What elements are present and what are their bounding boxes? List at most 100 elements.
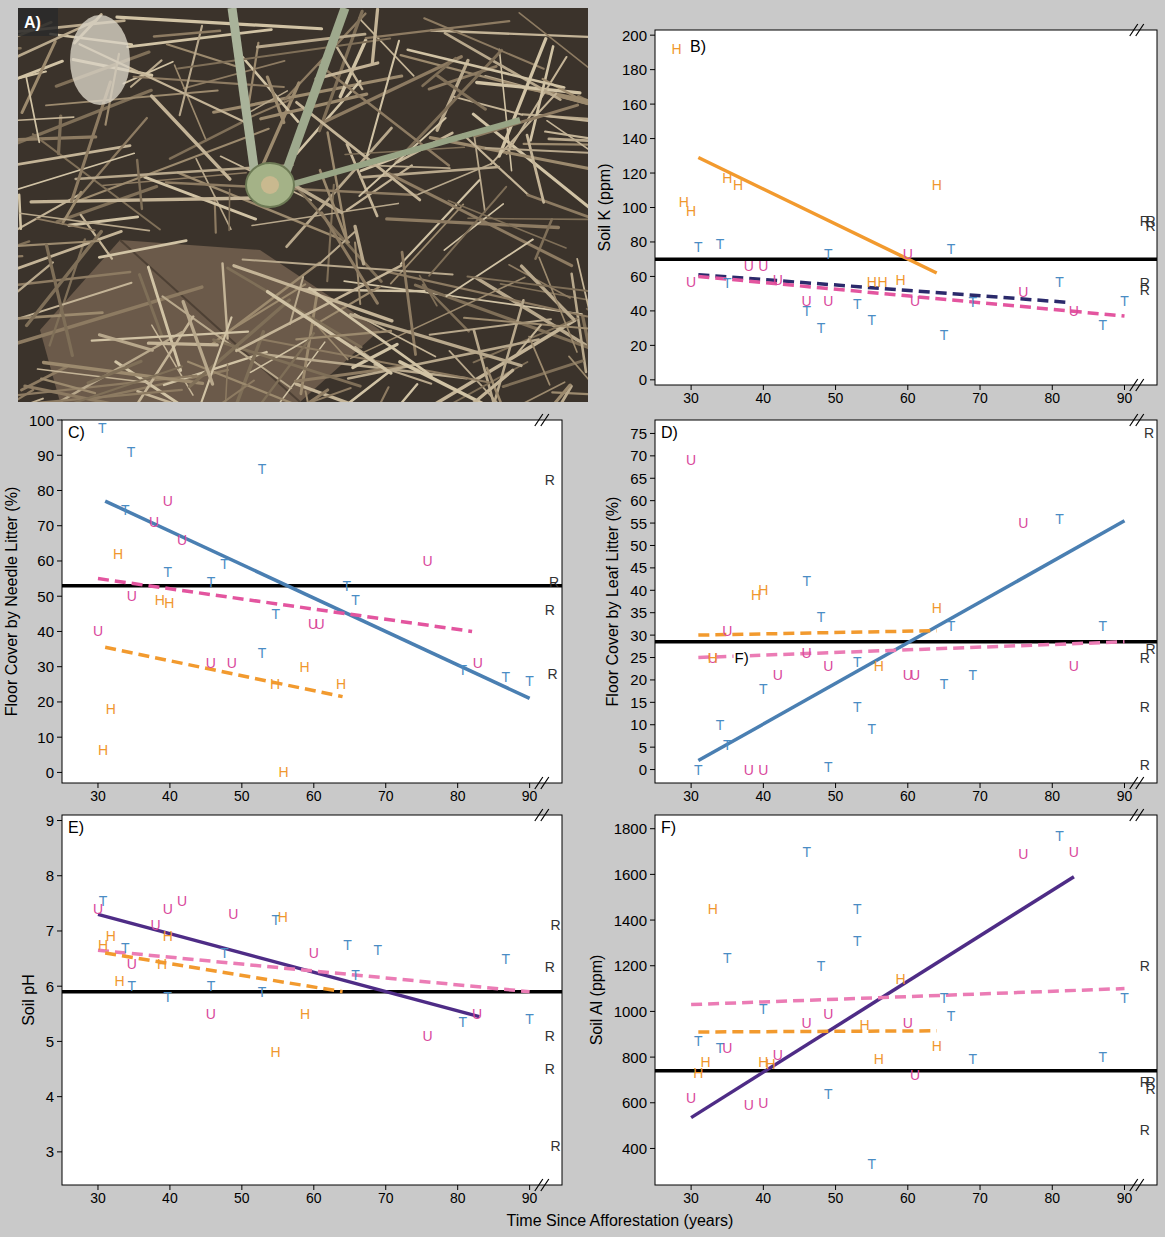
y-tick	[650, 545, 655, 546]
point: T	[947, 241, 956, 257]
point: T	[969, 667, 978, 683]
axis-break	[1136, 24, 1144, 36]
photo-needle	[117, 17, 322, 29]
axis-break	[1136, 809, 1144, 821]
panel: TTTTTTTTTTTTTTTTUUUUUUUUUUUHHHHHHHHHRRRR…	[588, 809, 1157, 1206]
photo-needle	[18, 272, 130, 288]
y-tick-label: 70	[630, 447, 647, 464]
point: U	[686, 274, 696, 290]
y-tick-label: 0	[46, 764, 54, 781]
photo-needle	[528, 195, 588, 237]
y-tick-label: 80	[630, 233, 647, 250]
point: H	[336, 676, 346, 692]
point: U	[686, 452, 696, 468]
photo-needle	[401, 55, 588, 115]
point: R	[1144, 425, 1154, 441]
photo-needle	[408, 50, 565, 88]
y-tick-label: 5	[639, 739, 647, 756]
data: TTTTTTTTTTTTTTTTUUUUUUUUUUUHHHHHHHHHRRRR…	[655, 828, 1157, 1173]
point: H	[271, 1044, 281, 1060]
x-tick-label: 40	[756, 1190, 772, 1206]
point: T	[1099, 618, 1108, 634]
y-tick-label: 9	[46, 812, 54, 829]
point: U	[163, 493, 173, 509]
point: U	[206, 1006, 216, 1022]
y-tick	[650, 1148, 655, 1149]
x-tick-label: 30	[683, 788, 699, 804]
y-tick	[650, 345, 655, 346]
panel-label: E)	[68, 819, 84, 836]
point: R	[545, 602, 555, 618]
point: T	[271, 606, 280, 622]
point: H	[300, 1006, 310, 1022]
y-tick	[57, 701, 62, 702]
trend-line	[698, 642, 1124, 658]
photo-needle	[19, 195, 21, 229]
y-tick-label: 55	[630, 515, 647, 532]
y-tick	[650, 874, 655, 875]
point: T	[867, 1156, 876, 1172]
photo-needle	[539, 115, 588, 122]
photo-needle	[364, 384, 418, 402]
x-tick-label: 30	[683, 1190, 699, 1206]
photo-needle	[396, 50, 502, 162]
trend-line	[62, 990, 562, 994]
y-tick	[57, 560, 62, 561]
y-tick-label: 75	[630, 425, 647, 442]
y-tick-label: 30	[630, 627, 647, 644]
photo-needle	[18, 399, 43, 402]
point: U	[314, 616, 324, 632]
point: T	[716, 236, 725, 252]
photo-needle	[524, 144, 588, 146]
annotation-bg	[734, 649, 750, 666]
point: T	[220, 945, 229, 961]
point: T	[1055, 511, 1064, 527]
point: R	[1140, 699, 1150, 715]
y-tick	[650, 35, 655, 36]
point: H	[106, 701, 116, 717]
photo-needle	[18, 117, 74, 123]
point: H	[708, 901, 718, 917]
y-tick-label: 120	[622, 165, 647, 182]
photo-stem	[285, 8, 345, 175]
x-tick-label: 70	[972, 1190, 988, 1206]
panel-label: F)	[661, 819, 676, 836]
photo-needle	[468, 218, 588, 220]
photo-needle	[509, 265, 570, 298]
photo-needle	[18, 256, 22, 261]
point: H	[157, 956, 167, 972]
photo-needle	[351, 277, 525, 358]
trend-line	[698, 521, 1124, 761]
axis-break	[1136, 379, 1144, 391]
y-tick	[57, 986, 62, 987]
y-tick-label: 1400	[614, 912, 647, 929]
y-tick-label: 5	[46, 1033, 54, 1050]
x-tick-label: 70	[378, 788, 394, 804]
photo-needle	[225, 364, 228, 402]
y-tick-label: 90	[37, 447, 54, 464]
point: U	[744, 258, 754, 274]
y-tick	[650, 1011, 655, 1012]
y-tick-label: 180	[622, 61, 647, 78]
point: H	[722, 170, 732, 186]
point: U	[910, 667, 920, 683]
photo-needle	[569, 356, 588, 402]
x-tick-label: 70	[378, 1190, 394, 1206]
photo-needle	[579, 97, 588, 159]
photo-needle	[430, 319, 551, 334]
y-tick	[57, 930, 62, 931]
point: T	[759, 681, 768, 697]
y-tick	[650, 1102, 655, 1103]
panel: TTTTTTTTTTTTTTTUUUUUUUUUUUUHHHHHRRRRR051…	[604, 414, 1157, 804]
point: T	[723, 950, 732, 966]
point: U	[722, 623, 732, 639]
y-tick	[57, 420, 62, 421]
photo-needle	[231, 390, 327, 402]
point: R	[550, 917, 560, 933]
point: T	[824, 1086, 833, 1102]
photo-needle	[549, 139, 588, 150]
point: H	[114, 973, 124, 989]
x-tick-label: 40	[162, 788, 178, 804]
trend-line	[691, 989, 1124, 1005]
photo-needle	[18, 241, 99, 253]
